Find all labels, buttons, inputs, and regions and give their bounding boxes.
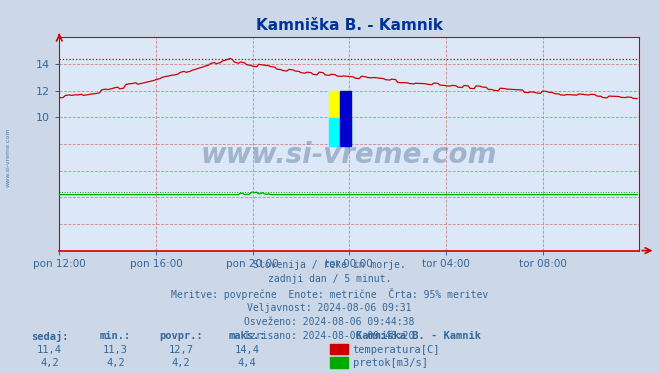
Text: Kamniška B. - Kamnik: Kamniška B. - Kamnik [356, 331, 481, 341]
Text: 11,3: 11,3 [103, 345, 128, 355]
Text: 4,2: 4,2 [106, 358, 125, 368]
Text: 14,4: 14,4 [235, 345, 260, 355]
Text: temperatura[C]: temperatura[C] [353, 345, 440, 355]
Text: zadnji dan / 5 minut.: zadnji dan / 5 minut. [268, 274, 391, 284]
Text: Meritve: povprečne  Enote: metrične  Črta: 95% meritev: Meritve: povprečne Enote: metrične Črta:… [171, 288, 488, 300]
Text: 12,7: 12,7 [169, 345, 194, 355]
Text: povpr.:: povpr.: [159, 331, 203, 341]
Text: min.:: min.: [100, 331, 131, 341]
Text: www.si-vreme.com: www.si-vreme.com [201, 141, 498, 169]
Text: pretok[m3/s]: pretok[m3/s] [353, 358, 428, 368]
Text: 4,4: 4,4 [238, 358, 256, 368]
Text: 4,2: 4,2 [172, 358, 190, 368]
Bar [329, 91, 351, 119]
Text: Slovenija / reke in morje.: Slovenija / reke in morje. [253, 260, 406, 270]
Text: www.si-vreme.com: www.si-vreme.com [5, 127, 11, 187]
Text: Izrisano: 2024-08-06 09:48:20: Izrisano: 2024-08-06 09:48:20 [244, 331, 415, 341]
Text: maks.:: maks.: [229, 331, 266, 341]
Title: Kamniška B. - Kamnik: Kamniška B. - Kamnik [256, 18, 443, 33]
Text: Osveženo: 2024-08-06 09:44:38: Osveženo: 2024-08-06 09:44:38 [244, 317, 415, 327]
Text: 4,2: 4,2 [40, 358, 59, 368]
Bar [329, 119, 351, 146]
Text: Veljavnost: 2024-08-06 09:31: Veljavnost: 2024-08-06 09:31 [247, 303, 412, 313]
Text: sedaj:: sedaj: [31, 331, 68, 342]
Text: 11,4: 11,4 [37, 345, 62, 355]
Bar [340, 91, 351, 146]
